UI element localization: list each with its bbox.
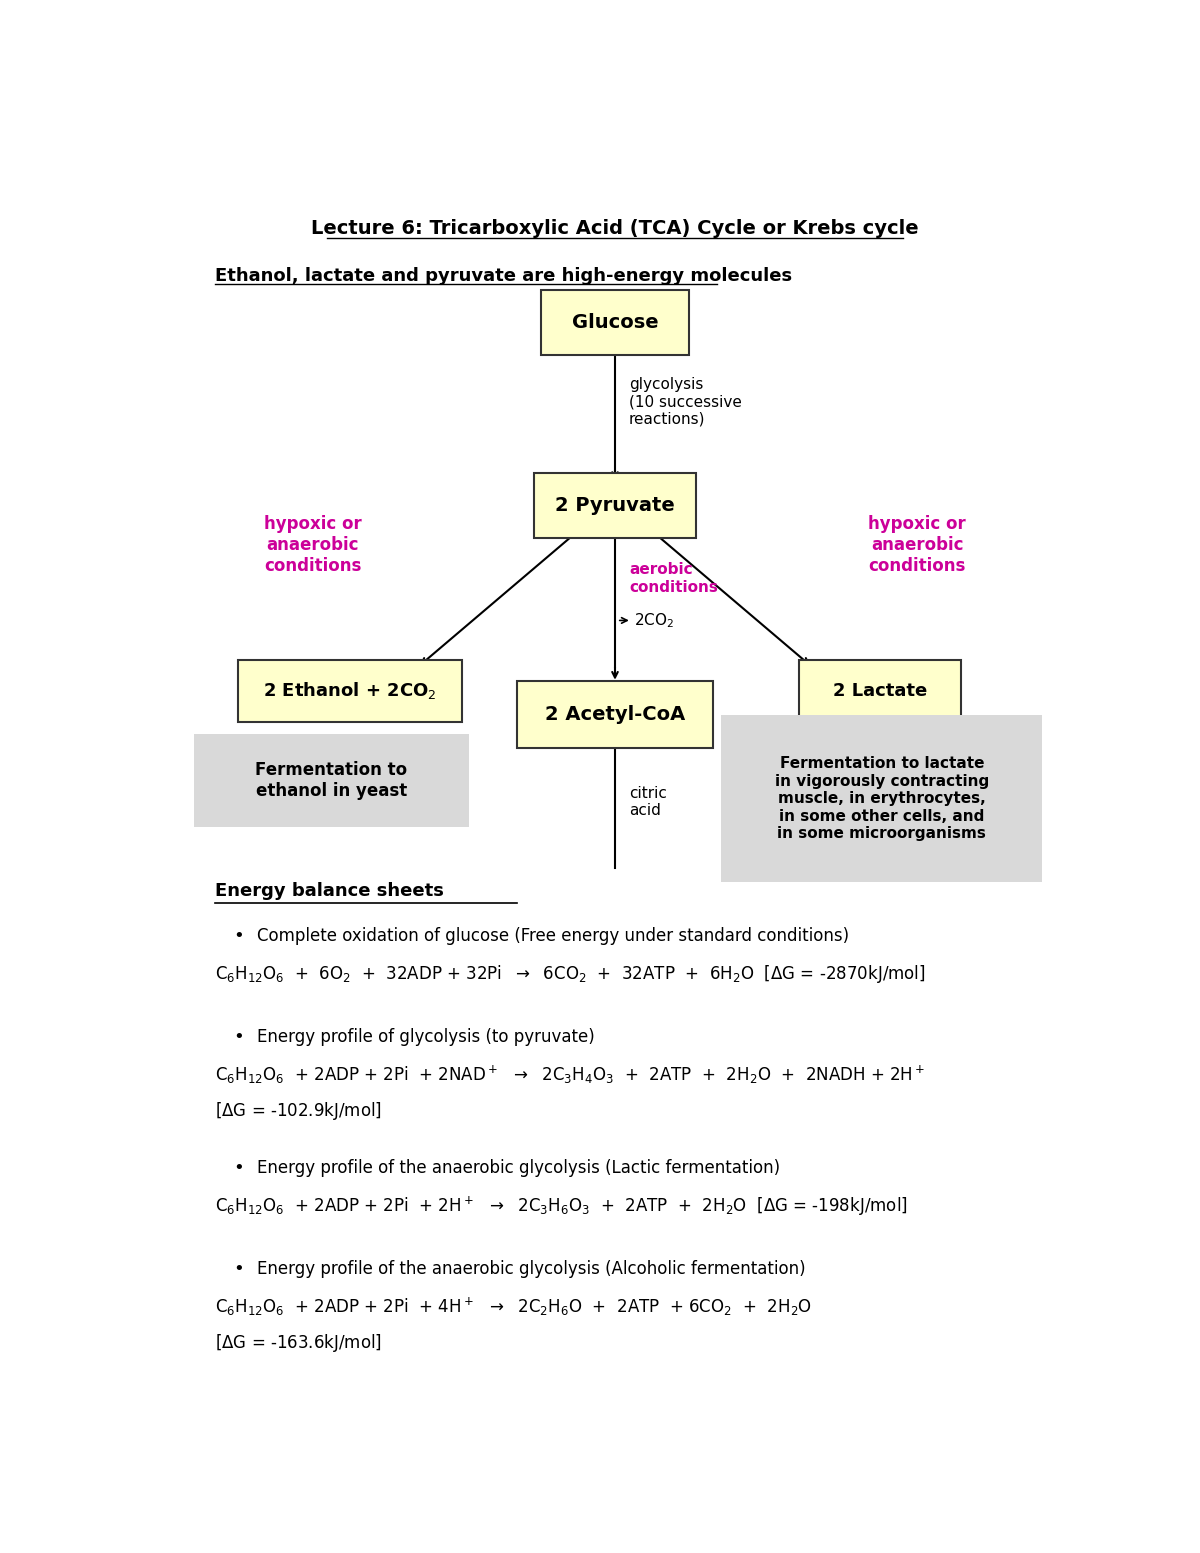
Text: C$_6$H$_{12}$O$_6$  + 2ADP + 2Pi  + 2H$^+$  $\rightarrow$  2C$_3$H$_6$O$_3$  +  : C$_6$H$_{12}$O$_6$ + 2ADP + 2Pi + 2H$^+$… <box>215 1194 908 1218</box>
Text: aerobic
conditions: aerobic conditions <box>629 562 718 595</box>
Text: •: • <box>234 1159 245 1177</box>
Text: C$_6$H$_{12}$O$_6$  + 2ADP + 2Pi  + 4H$^+$  $\rightarrow$  2C$_2$H$_6$O  +  2ATP: C$_6$H$_{12}$O$_6$ + 2ADP + 2Pi + 4H$^+$… <box>215 1295 812 1318</box>
Text: •: • <box>234 1028 245 1045</box>
Text: Lecture 6: Tricarboxylic Acid (TCA) Cycle or Krebs cycle: Lecture 6: Tricarboxylic Acid (TCA) Cycl… <box>311 219 919 238</box>
Text: Energy balance sheets: Energy balance sheets <box>215 882 444 901</box>
FancyBboxPatch shape <box>799 660 961 722</box>
Text: 2CO$_2$: 2CO$_2$ <box>634 610 673 631</box>
FancyBboxPatch shape <box>534 474 696 537</box>
FancyBboxPatch shape <box>239 660 462 722</box>
Text: Glucose: Glucose <box>571 314 659 332</box>
Text: Energy profile of glycolysis (to pyruvate): Energy profile of glycolysis (to pyruvat… <box>257 1028 595 1045</box>
FancyBboxPatch shape <box>517 682 713 749</box>
Text: Energy profile of the anaerobic glycolysis (Lactic fermentation): Energy profile of the anaerobic glycolys… <box>257 1159 780 1177</box>
Text: 2 Ethanol + 2CO$_2$: 2 Ethanol + 2CO$_2$ <box>263 680 437 702</box>
FancyBboxPatch shape <box>721 714 1043 882</box>
Text: •: • <box>234 1259 245 1278</box>
Text: [$\Delta$G = -163.6kJ/mol]: [$\Delta$G = -163.6kJ/mol] <box>215 1332 382 1354</box>
FancyBboxPatch shape <box>194 735 468 828</box>
Text: Complete oxidation of glucose (Free energy under standard conditions): Complete oxidation of glucose (Free ener… <box>257 927 850 946</box>
Text: Fermentation to
ethanol in yeast: Fermentation to ethanol in yeast <box>256 761 408 800</box>
Text: •: • <box>234 927 245 946</box>
Text: Energy profile of the anaerobic glycolysis (Alcoholic fermentation): Energy profile of the anaerobic glycolys… <box>257 1259 805 1278</box>
Text: 2 Acetyl-CoA: 2 Acetyl-CoA <box>545 705 685 724</box>
Text: 2 Pyruvate: 2 Pyruvate <box>556 495 674 516</box>
Text: 2 Lactate: 2 Lactate <box>833 682 928 700</box>
Text: C$_6$H$_{12}$O$_6$  + 2ADP + 2Pi  + 2NAD$^+$  $\rightarrow$  2C$_3$H$_4$O$_3$  +: C$_6$H$_{12}$O$_6$ + 2ADP + 2Pi + 2NAD$^… <box>215 1064 925 1086</box>
Text: hypoxic or
anaerobic
conditions: hypoxic or anaerobic conditions <box>264 516 361 575</box>
Text: Ethanol, lactate and pyruvate are high-energy molecules: Ethanol, lactate and pyruvate are high-e… <box>215 267 792 286</box>
Text: glycolysis
(10 successive
reactions): glycolysis (10 successive reactions) <box>629 377 742 427</box>
Text: hypoxic or
anaerobic
conditions: hypoxic or anaerobic conditions <box>869 516 966 575</box>
Text: Fermentation to lactate
in vigorously contracting
muscle, in erythrocytes,
in so: Fermentation to lactate in vigorously co… <box>775 756 989 840</box>
Text: C$_6$H$_{12}$O$_6$  +  6O$_2$  +  32ADP + 32Pi  $\rightarrow$  6CO$_2$  +  32ATP: C$_6$H$_{12}$O$_6$ + 6O$_2$ + 32ADP + 32… <box>215 963 925 986</box>
Text: [$\Delta$G = -102.9kJ/mol]: [$\Delta$G = -102.9kJ/mol] <box>215 1100 382 1121</box>
FancyBboxPatch shape <box>540 290 689 356</box>
Text: citric
acid: citric acid <box>629 786 667 818</box>
